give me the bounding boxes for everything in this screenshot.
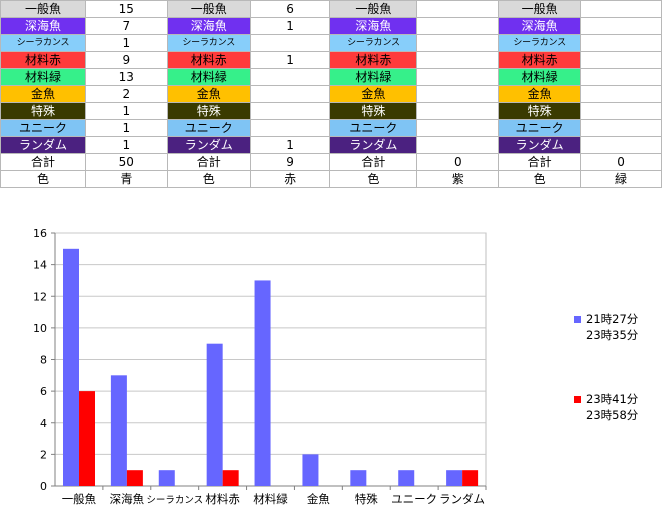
bar-series1 bbox=[110, 375, 127, 486]
color-label-cell[interactable]: 色 bbox=[166, 170, 251, 188]
legend-swatch bbox=[574, 316, 581, 323]
category-cell[interactable]: 一般魚 bbox=[329, 0, 418, 18]
color-label-cell[interactable]: 色 bbox=[329, 170, 418, 188]
bar-series1 bbox=[398, 470, 415, 486]
bar-series1 bbox=[158, 470, 175, 486]
y-tick-label: 12 bbox=[33, 290, 47, 303]
bar-series2 bbox=[126, 470, 143, 486]
x-tick-label: 一般魚 bbox=[62, 492, 97, 506]
category-cell[interactable]: ランダム bbox=[498, 136, 582, 154]
bar-series1 bbox=[206, 343, 223, 486]
x-tick-label: 金魚 bbox=[307, 492, 330, 506]
y-tick-label: 6 bbox=[40, 385, 47, 398]
table-row: ユニーク 1 ユニーク ユニーク ユニーク bbox=[0, 119, 662, 137]
x-tick-label: 材料緑 bbox=[253, 492, 288, 506]
color-label-cell[interactable]: 色 bbox=[498, 170, 582, 188]
category-cell[interactable]: ユニーク bbox=[166, 119, 251, 137]
y-tick-label: 2 bbox=[40, 448, 47, 461]
table-row: 一般魚 15 一般魚 6 一般魚 一般魚 bbox=[0, 0, 662, 18]
category-cell[interactable]: 材料緑 bbox=[166, 68, 251, 86]
category-cell[interactable]: 材料緑 bbox=[329, 68, 418, 86]
x-tick-label: 材料赤 bbox=[205, 492, 240, 506]
legend-label: 23時35分 bbox=[586, 328, 639, 342]
bar-series2 bbox=[462, 470, 479, 486]
y-tick-label: 16 bbox=[33, 227, 47, 240]
legend-swatch bbox=[574, 396, 581, 403]
x-tick-label: 深海魚 bbox=[110, 492, 145, 506]
bar-series1 bbox=[446, 470, 463, 486]
category-cell[interactable]: ランダム bbox=[329, 136, 418, 154]
category-cell[interactable]: 深海魚 bbox=[166, 17, 251, 35]
value-cell[interactable]: 15 bbox=[84, 0, 168, 18]
table-row: 金魚 2 金魚 金魚 金魚 bbox=[0, 85, 662, 103]
category-cell[interactable]: ユニーク bbox=[329, 119, 418, 137]
x-tick-label: シーラカンス bbox=[146, 495, 203, 506]
color-value-cell[interactable]: 赤 bbox=[249, 170, 331, 188]
category-cell[interactable]: ランダム bbox=[166, 136, 251, 154]
y-tick-label: 8 bbox=[40, 354, 47, 367]
category-cell[interactable]: シーラカンス bbox=[0, 34, 86, 52]
table-row: 材料緑 13 材料緑 材料緑 材料緑 bbox=[0, 68, 662, 86]
table-row: 材料赤 9 材料赤 1 材料赤 材料赤 bbox=[0, 51, 662, 69]
category-cell[interactable]: 材料緑 bbox=[0, 68, 86, 86]
table-row: 深海魚 7 深海魚 1 深海魚 深海魚 bbox=[0, 17, 662, 35]
bar-series1 bbox=[254, 280, 271, 486]
category-cell[interactable]: ユニーク bbox=[498, 119, 582, 137]
category-cell[interactable]: 特殊 bbox=[0, 102, 86, 120]
category-cell[interactable]: 金魚 bbox=[498, 85, 582, 103]
x-tick-label: ランダム bbox=[439, 492, 485, 506]
category-cell[interactable]: 金魚 bbox=[0, 85, 86, 103]
category-cell[interactable]: 特殊 bbox=[166, 102, 251, 120]
color-value-cell[interactable]: 紫 bbox=[416, 170, 500, 188]
legend-label: 21時27分 bbox=[586, 312, 639, 326]
legend-label: 23時41分 bbox=[586, 392, 639, 406]
category-cell[interactable]: 金魚 bbox=[329, 85, 418, 103]
bar-series2 bbox=[79, 391, 95, 486]
x-tick-label: 特殊 bbox=[355, 492, 378, 506]
category-cell[interactable]: 特殊 bbox=[498, 102, 582, 120]
color-value-cell[interactable]: 緑 bbox=[580, 170, 662, 188]
total-label-cell[interactable]: 合計 bbox=[498, 153, 582, 171]
category-cell[interactable]: 材料緑 bbox=[498, 68, 582, 86]
bar-series2 bbox=[222, 470, 239, 486]
y-tick-label: 10 bbox=[33, 322, 47, 335]
y-tick-label: 14 bbox=[33, 259, 47, 272]
bar-series1 bbox=[302, 454, 319, 486]
y-tick-label: 0 bbox=[40, 480, 47, 493]
spreadsheet-table: 一般魚 15 一般魚 6 一般魚 一般魚 深海魚 7 深海魚 1 深海魚 深海魚 シーラカンス 1 シーラカ… bbox=[0, 0, 662, 188]
table-row: シーラカンス 1 シーラカンス シーラカンス シーラカンス bbox=[0, 34, 662, 52]
color-value-cell[interactable]: 青 bbox=[84, 170, 168, 188]
bar-series1 bbox=[350, 470, 367, 486]
y-tick-label: 4 bbox=[40, 417, 47, 430]
legend-label: 23時58分 bbox=[586, 408, 639, 422]
category-cell[interactable]: ランダム bbox=[0, 136, 86, 154]
category-cell[interactable]: 深海魚 bbox=[498, 17, 582, 35]
x-tick-label: ユニーク bbox=[391, 492, 437, 506]
category-cell[interactable]: 材料赤 bbox=[166, 51, 251, 69]
category-cell[interactable]: 深海魚 bbox=[0, 17, 86, 35]
color-row: 色青色赤色紫色緑 bbox=[0, 170, 662, 188]
category-cell[interactable]: 一般魚 bbox=[0, 0, 86, 18]
bar-series1 bbox=[63, 248, 79, 486]
color-label-cell[interactable]: 色 bbox=[0, 170, 86, 188]
